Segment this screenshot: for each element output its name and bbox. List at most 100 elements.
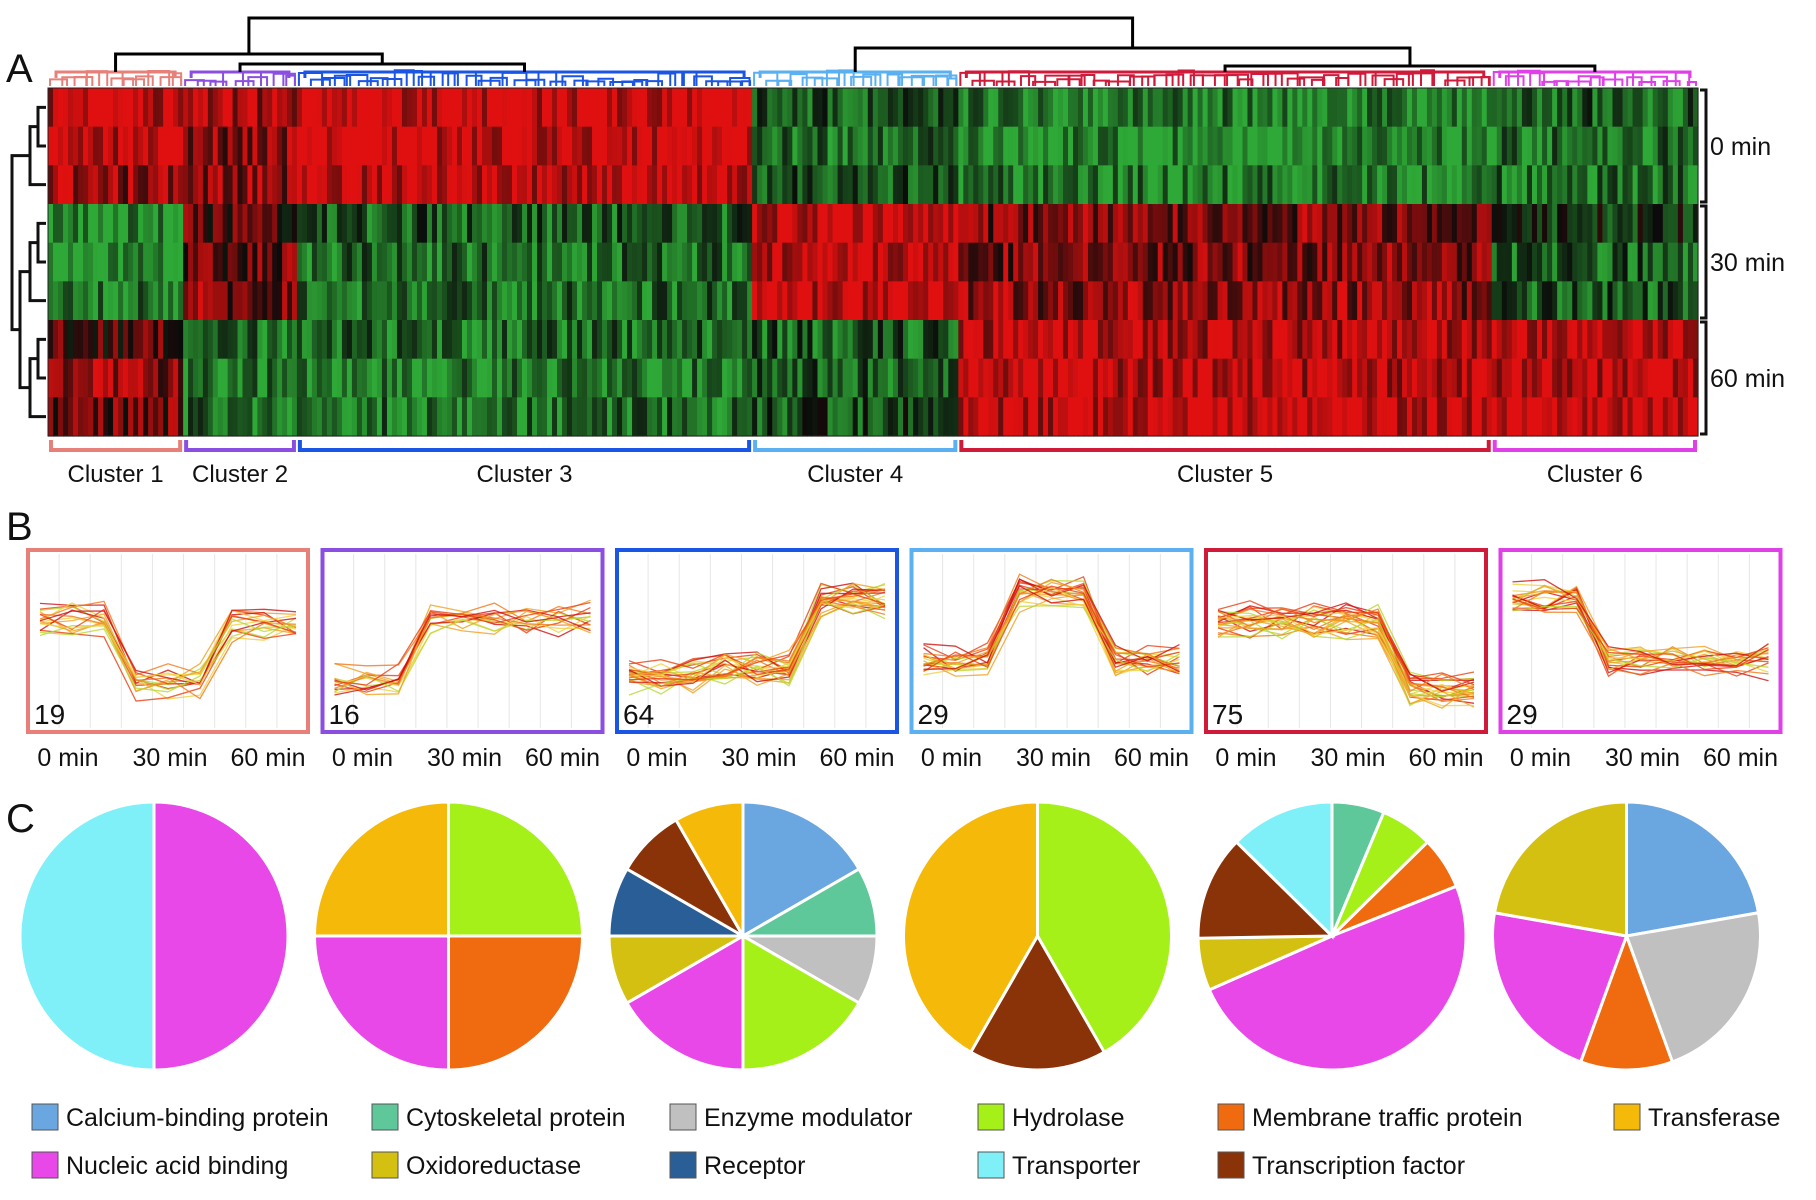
dendrogram-leaf-link xyxy=(959,71,981,86)
heatmap-cell xyxy=(1282,320,1288,360)
heatmap-cell xyxy=(1506,320,1513,360)
heatmap-cell xyxy=(108,126,114,166)
heatmap-cell xyxy=(867,165,874,205)
heatmap-cell xyxy=(1531,320,1538,360)
heatmap-cell xyxy=(1562,165,1568,205)
heatmap-cell xyxy=(1292,88,1298,128)
heatmap-cell xyxy=(882,358,889,398)
heatmap-cell xyxy=(287,320,293,360)
heatmap-cell xyxy=(1307,320,1313,360)
heatmap-cell xyxy=(968,320,974,360)
heatmap-cell xyxy=(326,358,333,398)
heatmap-cell xyxy=(1542,204,1548,244)
heatmap-cell xyxy=(1087,126,1094,166)
heatmap-cell xyxy=(827,281,834,321)
profile-count-label: 19 xyxy=(34,699,65,730)
heatmap-cell xyxy=(411,126,418,166)
profile-series-line xyxy=(1217,600,1475,686)
heatmap-cell xyxy=(1547,281,1553,321)
heatmap-cell xyxy=(366,242,373,282)
heatmap-cell xyxy=(1202,126,1209,166)
heatmap-cell xyxy=(978,320,984,360)
heatmap-cell xyxy=(1167,242,1174,282)
heatmap-cell xyxy=(1053,204,1059,244)
heatmap-cell xyxy=(1232,126,1239,166)
heatmap-cell xyxy=(1387,358,1393,398)
heatmap-cell xyxy=(727,358,733,398)
heatmap-cell xyxy=(173,281,179,321)
heatmap-cell xyxy=(697,165,703,205)
heatmap-cell xyxy=(1217,320,1224,360)
heatmap-cell xyxy=(1127,204,1134,244)
heatmap-cell xyxy=(1612,358,1619,398)
heatmap-cell xyxy=(1257,281,1264,321)
heatmap-cell xyxy=(178,242,184,282)
heatmap-cell xyxy=(1227,88,1234,128)
heatmap-cell xyxy=(948,320,954,360)
dendrogram-leaf-link xyxy=(1444,79,1466,86)
heatmap-cell xyxy=(1063,165,1069,205)
heatmap-cell xyxy=(892,281,899,321)
heatmap-cell xyxy=(928,281,934,321)
heatmap-cell xyxy=(411,165,418,205)
heatmap-cell xyxy=(68,358,74,398)
heatmap-cell xyxy=(862,88,869,128)
heatmap-cell xyxy=(552,397,558,437)
heatmap-cell xyxy=(1018,204,1024,244)
heatmap-cell xyxy=(118,165,124,205)
heatmap-cell xyxy=(88,281,94,321)
profile-series-line xyxy=(1217,621,1475,707)
heatmap-cell xyxy=(336,165,343,205)
heatmap-cell xyxy=(202,281,209,321)
heatmap-cell xyxy=(188,126,194,166)
heatmap-cell xyxy=(58,358,64,398)
heatmap-cell xyxy=(607,204,613,244)
heatmap-cell xyxy=(953,126,959,166)
heatmap-cell xyxy=(1597,320,1604,360)
heatmap-cell xyxy=(1372,242,1378,282)
heatmap-cell xyxy=(1003,281,1009,321)
heatmap-cell xyxy=(1048,242,1054,282)
heatmap-cell xyxy=(361,165,368,205)
heatmap-cell xyxy=(1392,204,1398,244)
heatmap-cell xyxy=(48,242,54,282)
heatmap-cell xyxy=(897,204,904,244)
heatmap-cell xyxy=(247,165,253,205)
heatmap-cell xyxy=(1237,281,1244,321)
heatmap-cell xyxy=(887,358,894,398)
heatmap-cell xyxy=(797,320,803,360)
heatmap-cell xyxy=(371,397,378,437)
heatmap-cell xyxy=(406,204,413,244)
heatmap-cell xyxy=(1187,126,1194,166)
heatmap-cell xyxy=(1466,320,1473,360)
heatmap-cell xyxy=(717,281,723,321)
heatmap-cell xyxy=(366,320,373,360)
heatmap-cell xyxy=(587,204,593,244)
heatmap-cell xyxy=(242,281,249,321)
heatmap-cell xyxy=(1407,358,1413,398)
heatmap-cell xyxy=(857,397,864,437)
heatmap-cell xyxy=(1222,397,1229,437)
heatmap-cell xyxy=(207,320,214,360)
heatmap-cell xyxy=(882,126,889,166)
legend-swatch xyxy=(669,1103,697,1131)
heatmap-cell xyxy=(1102,204,1109,244)
heatmap-cell xyxy=(1122,281,1129,321)
heatmap-cell xyxy=(1033,320,1039,360)
heatmap-cell xyxy=(1426,204,1433,244)
heatmap-cell xyxy=(882,88,889,128)
heatmap-cell xyxy=(1652,358,1659,398)
heatmap-cell xyxy=(837,204,844,244)
heatmap-cell xyxy=(441,88,448,128)
heatmap-cell xyxy=(607,126,613,166)
heatmap-cell xyxy=(1627,358,1634,398)
heatmap-cell xyxy=(183,242,189,282)
heatmap-cell xyxy=(667,88,673,128)
heatmap-cell xyxy=(168,281,174,321)
heatmap-cell xyxy=(592,88,598,128)
heatmap-cell xyxy=(331,320,338,360)
heatmap-cell xyxy=(1667,126,1674,166)
heatmap-cell xyxy=(1127,320,1134,360)
profile-series-line xyxy=(39,629,297,702)
